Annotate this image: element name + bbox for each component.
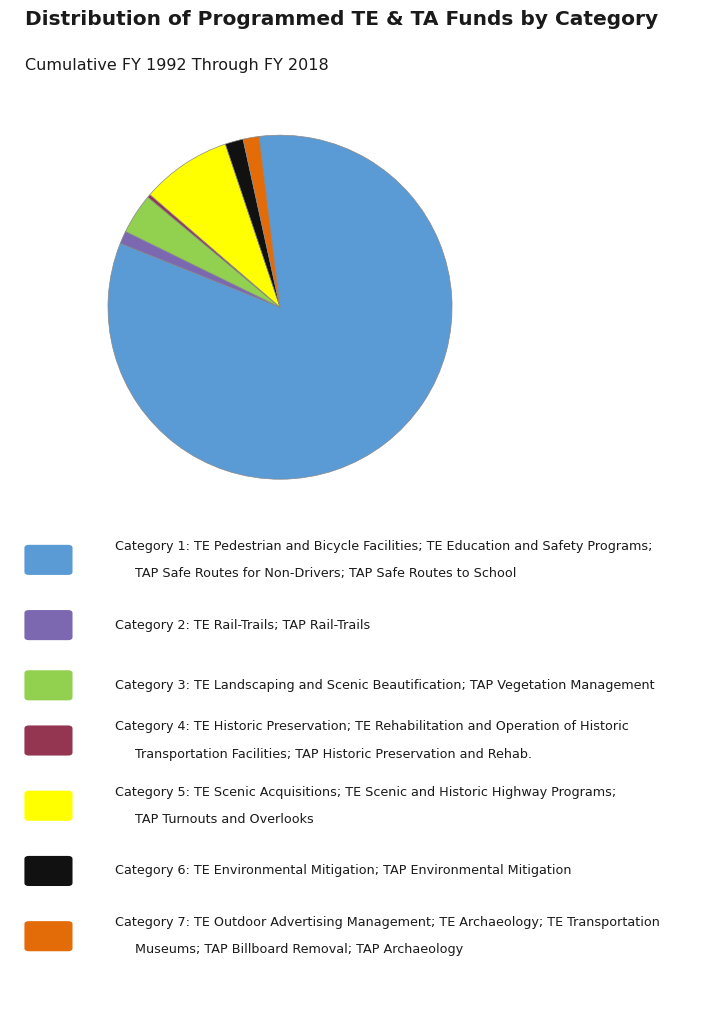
- Text: Cumulative FY 1992 Through FY 2018: Cumulative FY 1992 Through FY 2018: [25, 57, 329, 73]
- Text: Category 2: TE Rail-Trails; TAP Rail-Trails: Category 2: TE Rail-Trails; TAP Rail-Tra…: [115, 618, 370, 632]
- Text: Category 3: TE Landscaping and Scenic Beautification; TAP Vegetation Management: Category 3: TE Landscaping and Scenic Be…: [115, 679, 655, 692]
- Text: Category 7: TE Outdoor Advertising Management; TE Archaeology; TE Transportation: Category 7: TE Outdoor Advertising Manag…: [115, 916, 660, 929]
- Wedge shape: [225, 139, 280, 307]
- Wedge shape: [121, 231, 280, 307]
- Wedge shape: [243, 136, 280, 307]
- Text: Category 1: TE Pedestrian and Bicycle Facilities; TE Education and Safety Progra: Category 1: TE Pedestrian and Bicycle Fa…: [115, 540, 653, 553]
- Wedge shape: [148, 195, 280, 307]
- Text: Museums; TAP Billboard Removal; TAP Archaeology: Museums; TAP Billboard Removal; TAP Arch…: [135, 943, 463, 956]
- Text: Distribution of Programmed TE & TA Funds by Category: Distribution of Programmed TE & TA Funds…: [25, 10, 658, 30]
- Text: Transportation Facilities; TAP Historic Preservation and Rehab.: Transportation Facilities; TAP Historic …: [135, 748, 532, 761]
- FancyBboxPatch shape: [24, 856, 73, 886]
- FancyBboxPatch shape: [24, 791, 73, 821]
- Text: TAP Safe Routes for Non-Drivers; TAP Safe Routes to School: TAP Safe Routes for Non-Drivers; TAP Saf…: [135, 567, 516, 580]
- Text: Category 6: TE Environmental Mitigation; TAP Environmental Mitigation: Category 6: TE Environmental Mitigation;…: [115, 864, 572, 878]
- Text: Category 5: TE Scenic Acquisitions; TE Scenic and Historic Highway Programs;: Category 5: TE Scenic Acquisitions; TE S…: [115, 785, 616, 799]
- FancyBboxPatch shape: [24, 671, 73, 700]
- Wedge shape: [126, 197, 280, 307]
- Wedge shape: [150, 144, 280, 307]
- FancyBboxPatch shape: [24, 610, 73, 640]
- FancyBboxPatch shape: [24, 922, 73, 951]
- Text: Category 4: TE Historic Preservation; TE Rehabilitation and Operation of Histori: Category 4: TE Historic Preservation; TE…: [115, 721, 629, 733]
- FancyBboxPatch shape: [24, 725, 73, 756]
- Wedge shape: [108, 135, 452, 479]
- Text: TAP Turnouts and Overlooks: TAP Turnouts and Overlooks: [135, 813, 314, 825]
- FancyBboxPatch shape: [24, 545, 73, 574]
